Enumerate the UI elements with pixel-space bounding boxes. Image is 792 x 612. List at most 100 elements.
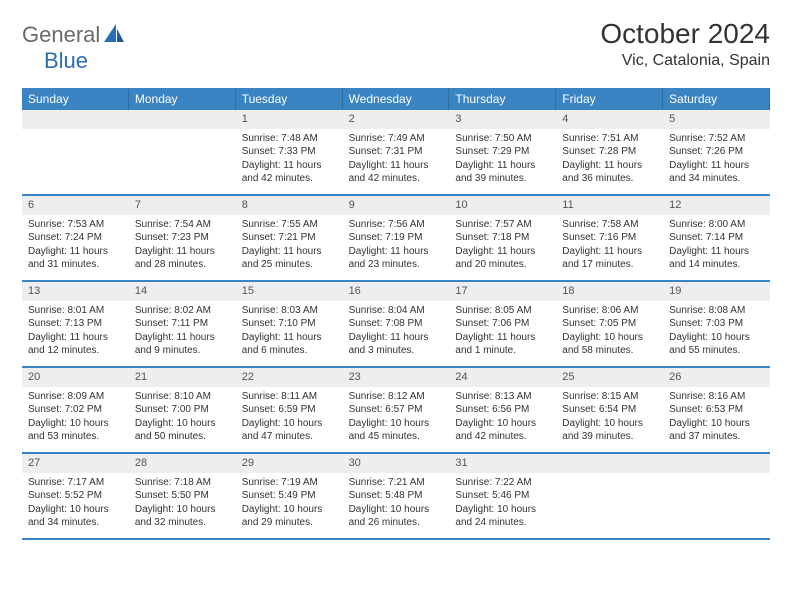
day-body: Sunrise: 8:05 AMSunset: 7:06 PMDaylight:… <box>449 301 556 364</box>
day-cell: 20Sunrise: 8:09 AMSunset: 7:02 PMDayligh… <box>22 368 129 454</box>
sunrise-line: Sunrise: 7:58 AM <box>562 218 657 232</box>
sunset-line: Sunset: 7:13 PM <box>28 317 123 331</box>
day-number: 13 <box>22 282 129 301</box>
sunset-line: Sunset: 5:48 PM <box>349 489 444 503</box>
day-body: Sunrise: 8:06 AMSunset: 7:05 PMDaylight:… <box>556 301 663 364</box>
day-cell: 25Sunrise: 8:15 AMSunset: 6:54 PMDayligh… <box>556 368 663 454</box>
sunrise-line: Sunrise: 7:51 AM <box>562 132 657 146</box>
sunrise-line: Sunrise: 7:50 AM <box>455 132 550 146</box>
sunrise-line: Sunrise: 8:11 AM <box>242 390 337 404</box>
day-number: 10 <box>449 196 556 215</box>
sunset-line: Sunset: 5:52 PM <box>28 489 123 503</box>
day-number: 3 <box>449 110 556 129</box>
daylight-line: Daylight: 11 hours and 31 minutes. <box>28 245 123 272</box>
weekday-header: Saturday <box>663 88 770 110</box>
logo: General <box>22 22 126 48</box>
sunrise-line: Sunrise: 8:15 AM <box>562 390 657 404</box>
day-body: Sunrise: 7:21 AMSunset: 5:48 PMDaylight:… <box>343 473 450 536</box>
daylight-line: Daylight: 11 hours and 42 minutes. <box>242 159 337 186</box>
calendar-grid: SundayMondayTuesdayWednesdayThursdayFrid… <box>22 88 770 540</box>
day-cell: 9Sunrise: 7:56 AMSunset: 7:19 PMDaylight… <box>343 196 450 282</box>
day-cell: 14Sunrise: 8:02 AMSunset: 7:11 PMDayligh… <box>129 282 236 368</box>
daylight-line: Daylight: 10 hours and 34 minutes. <box>28 503 123 530</box>
day-number: 25 <box>556 368 663 387</box>
day-cell: 12Sunrise: 8:00 AMSunset: 7:14 PMDayligh… <box>663 196 770 282</box>
sunrise-line: Sunrise: 7:49 AM <box>349 132 444 146</box>
daylight-line: Daylight: 11 hours and 39 minutes. <box>455 159 550 186</box>
sunrise-line: Sunrise: 8:08 AM <box>669 304 764 318</box>
day-body: Sunrise: 8:10 AMSunset: 7:00 PMDaylight:… <box>129 387 236 450</box>
title-block: October 2024 Vic, Catalonia, Spain <box>600 18 770 70</box>
day-number: 21 <box>129 368 236 387</box>
sunrise-line: Sunrise: 7:56 AM <box>349 218 444 232</box>
day-body: Sunrise: 8:04 AMSunset: 7:08 PMDaylight:… <box>343 301 450 364</box>
day-body: Sunrise: 8:15 AMSunset: 6:54 PMDaylight:… <box>556 387 663 450</box>
day-cell: 1Sunrise: 7:48 AMSunset: 7:33 PMDaylight… <box>236 110 343 196</box>
day-cell: 16Sunrise: 8:04 AMSunset: 7:08 PMDayligh… <box>343 282 450 368</box>
daylight-line: Daylight: 10 hours and 26 minutes. <box>349 503 444 530</box>
sunrise-line: Sunrise: 7:57 AM <box>455 218 550 232</box>
day-body: Sunrise: 7:54 AMSunset: 7:23 PMDaylight:… <box>129 215 236 278</box>
daylight-line: Daylight: 11 hours and 25 minutes. <box>242 245 337 272</box>
day-number: 9 <box>343 196 450 215</box>
sunset-line: Sunset: 5:50 PM <box>135 489 230 503</box>
sunset-line: Sunset: 5:49 PM <box>242 489 337 503</box>
day-cell: 27Sunrise: 7:17 AMSunset: 5:52 PMDayligh… <box>22 454 129 540</box>
day-cell: 11Sunrise: 7:58 AMSunset: 7:16 PMDayligh… <box>556 196 663 282</box>
day-body: Sunrise: 7:48 AMSunset: 7:33 PMDaylight:… <box>236 129 343 192</box>
sunset-line: Sunset: 6:53 PM <box>669 403 764 417</box>
sunrise-line: Sunrise: 8:02 AM <box>135 304 230 318</box>
daylight-line: Daylight: 11 hours and 34 minutes. <box>669 159 764 186</box>
day-body: Sunrise: 7:22 AMSunset: 5:46 PMDaylight:… <box>449 473 556 536</box>
daylight-line: Daylight: 10 hours and 37 minutes. <box>669 417 764 444</box>
sunset-line: Sunset: 7:03 PM <box>669 317 764 331</box>
sunrise-line: Sunrise: 8:04 AM <box>349 304 444 318</box>
sunset-line: Sunset: 7:16 PM <box>562 231 657 245</box>
day-cell: 26 Sunrise: 8:16 AMSunset: 6:53 PMDayligh… <box>663 368 770 454</box>
day-cell: 30Sunrise: 7:21 AMSunset: 5:48 PMDayligh… <box>343 454 450 540</box>
daylight-line: Daylight: 11 hours and 17 minutes. <box>562 245 657 272</box>
day-number: 24 <box>449 368 556 387</box>
sunset-line: Sunset: 7:24 PM <box>28 231 123 245</box>
sunset-line: Sunset: 7:33 PM <box>242 145 337 159</box>
weekday-header: Sunday <box>22 88 129 110</box>
day-number: 17 <box>449 282 556 301</box>
day-number: 19 <box>663 282 770 301</box>
empty-cell <box>129 110 236 196</box>
sunrise-line: Sunrise: 8:00 AM <box>669 218 764 232</box>
logo-text-general: General <box>22 22 100 48</box>
day-body: Sunrise: 7:57 AMSunset: 7:18 PMDaylight:… <box>449 215 556 278</box>
day-number: 2 <box>343 110 450 129</box>
day-body: Sunrise: 8:03 AMSunset: 7:10 PMDaylight:… <box>236 301 343 364</box>
sunset-line: Sunset: 7:14 PM <box>669 231 764 245</box>
day-cell: 10Sunrise: 7:57 AMSunset: 7:18 PMDayligh… <box>449 196 556 282</box>
sunset-line: Sunset: 7:31 PM <box>349 145 444 159</box>
sunrise-line: Sunrise: 8:16 AM <box>669 390 764 404</box>
daylight-line: Daylight: 11 hours and 1 minute. <box>455 331 550 358</box>
sunset-line: Sunset: 7:11 PM <box>135 317 230 331</box>
daylight-line: Daylight: 10 hours and 50 minutes. <box>135 417 230 444</box>
logo-text-blue: Blue <box>44 48 88 74</box>
day-body: Sunrise: 8:01 AMSunset: 7:13 PMDaylight:… <box>22 301 129 364</box>
day-body: Sunrise: 7:17 AMSunset: 5:52 PMDaylight:… <box>22 473 129 536</box>
sunset-line: Sunset: 7:29 PM <box>455 145 550 159</box>
day-number: 26 <box>663 368 770 387</box>
daylight-line: Daylight: 10 hours and 29 minutes. <box>242 503 337 530</box>
weekday-header: Thursday <box>449 88 556 110</box>
day-body: Sunrise: 8:12 AMSunset: 6:57 PMDaylight:… <box>343 387 450 450</box>
day-number: 18 <box>556 282 663 301</box>
sunrise-line: Sunrise: 7:22 AM <box>455 476 550 490</box>
day-cell: 24Sunrise: 8:13 AMSunset: 6:56 PMDayligh… <box>449 368 556 454</box>
sunrise-line: Sunrise: 7:55 AM <box>242 218 337 232</box>
day-cell: 18Sunrise: 8:06 AMSunset: 7:05 PMDayligh… <box>556 282 663 368</box>
month-title: October 2024 <box>600 18 770 50</box>
day-number: 15 <box>236 282 343 301</box>
empty-cell <box>22 110 129 196</box>
sunrise-line: Sunrise: 7:52 AM <box>669 132 764 146</box>
day-body: Sunrise: 8:09 AMSunset: 7:02 PMDaylight:… <box>22 387 129 450</box>
weekday-header: Friday <box>556 88 663 110</box>
sunrise-line: Sunrise: 8:13 AM <box>455 390 550 404</box>
day-cell: 3 Sunrise: 7:50 AMSunset: 7:29 PMDaylight… <box>449 110 556 196</box>
daylight-line: Daylight: 11 hours and 12 minutes. <box>28 331 123 358</box>
daylight-line: Daylight: 10 hours and 42 minutes. <box>455 417 550 444</box>
